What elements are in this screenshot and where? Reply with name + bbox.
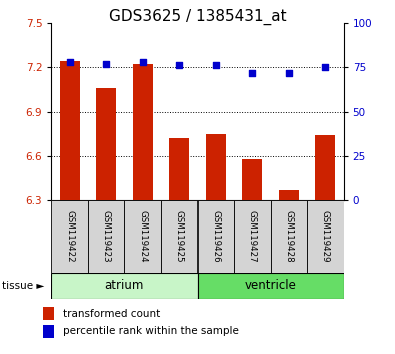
Text: GSM119425: GSM119425: [175, 210, 184, 263]
Bar: [60, 61, 80, 200]
Text: atrium: atrium: [105, 279, 144, 292]
Bar: [279, 190, 299, 200]
Bar: [51, 200, 88, 273]
Text: GSM119426: GSM119426: [211, 210, 220, 263]
Point: [322, 64, 329, 70]
Bar: [315, 135, 335, 200]
Text: GSM119424: GSM119424: [138, 210, 147, 263]
Bar: [133, 64, 153, 200]
Point: [249, 70, 256, 75]
Text: GSM119429: GSM119429: [321, 210, 330, 263]
Text: percentile rank within the sample: percentile rank within the sample: [63, 326, 239, 336]
Text: tissue ►: tissue ►: [2, 281, 44, 291]
Point: [103, 61, 109, 67]
Text: ventricle: ventricle: [245, 279, 297, 292]
Bar: [169, 138, 189, 200]
Point: [213, 63, 219, 68]
Bar: [161, 200, 198, 273]
Bar: [198, 200, 234, 273]
Bar: [43, 307, 54, 320]
Point: [139, 59, 146, 65]
Bar: [242, 159, 262, 200]
Bar: [51, 273, 198, 299]
Bar: [234, 200, 271, 273]
Bar: [96, 88, 116, 200]
Text: transformed count: transformed count: [63, 309, 160, 319]
Bar: [307, 200, 344, 273]
Bar: [124, 200, 161, 273]
Bar: [198, 273, 344, 299]
Text: GSM119422: GSM119422: [65, 210, 74, 263]
Text: GSM119427: GSM119427: [248, 210, 257, 263]
Bar: [88, 200, 124, 273]
Text: GDS3625 / 1385431_at: GDS3625 / 1385431_at: [109, 9, 286, 25]
Point: [66, 59, 73, 65]
Bar: [206, 133, 226, 200]
Point: [176, 63, 182, 68]
Bar: [271, 200, 307, 273]
Text: GSM119423: GSM119423: [102, 210, 111, 263]
Point: [286, 70, 292, 75]
Bar: [43, 325, 54, 338]
Text: GSM119428: GSM119428: [284, 210, 293, 263]
